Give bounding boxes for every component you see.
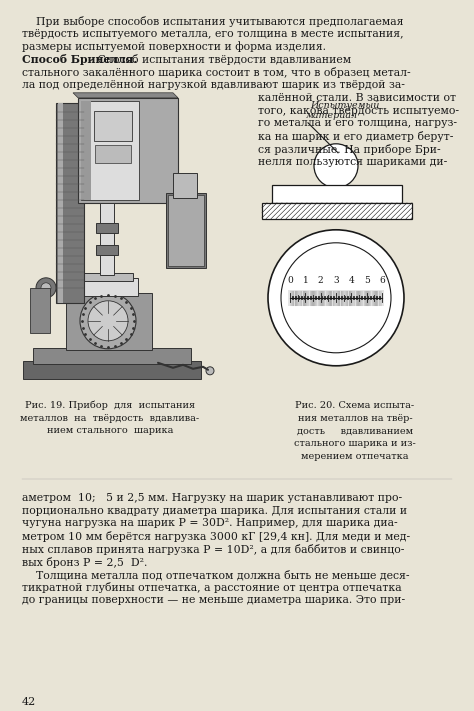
Text: того, какова твёрдость испытуемо-: того, какова твёрдость испытуемо- [258, 106, 459, 116]
Text: 1: 1 [302, 276, 308, 285]
Text: Толщина металла под отпечатком должна быть не меньше деся-: Толщина металла под отпечатком должна бы… [22, 570, 410, 580]
Bar [96, 245, 118, 255]
Bar [81, 101, 91, 200]
Bar [262, 203, 412, 219]
Text: Рис. 19. Прибор  для  испытания: Рис. 19. Прибор для испытания [25, 401, 195, 410]
Text: Испытуемый: Испытуемый [310, 101, 379, 109]
Circle shape [41, 283, 51, 293]
Text: ных сплавов принята нагрузка P = 10D², а для баббитов и свинцо-: ных сплавов принята нагрузка P = 10D², а… [22, 544, 404, 555]
Text: Способ испытания твёрдости вдавливанием: Способ испытания твёрдости вдавливанием [94, 55, 351, 65]
Text: нелля пользуются шариками ди-: нелля пользуются шариками ди- [258, 157, 447, 167]
Bar [56, 103, 84, 303]
Circle shape [268, 230, 404, 365]
Bar [168, 195, 204, 266]
Bar [81, 101, 139, 200]
Bar [100, 203, 114, 274]
Text: 4: 4 [348, 276, 354, 285]
Text: ся различные. На приборе Бри-: ся различные. На приборе Бри- [258, 144, 441, 155]
Text: метром 10 мм берётся нагрузка 3000 кГ [29,4 кн]. Для меди и мед-: метром 10 мм берётся нагрузка 3000 кГ [2… [22, 531, 410, 542]
Text: ла под определённой нагрузкой вдавливают шарик из твёрдой за-: ла под определённой нагрузкой вдавливают… [22, 80, 405, 90]
Text: вых бронз P = 2,5  D².: вых бронз P = 2,5 D². [22, 557, 147, 568]
Bar [78, 98, 178, 203]
Circle shape [80, 293, 136, 349]
Text: чугуна нагрузка на шарик P = 30D². Например, для шарика диа-: чугуна нагрузка на шарик P = 30D². Напри… [22, 518, 398, 528]
Text: 42: 42 [22, 697, 36, 707]
Circle shape [36, 278, 56, 298]
Text: материал: материал [306, 111, 358, 119]
Bar [166, 193, 206, 268]
Polygon shape [73, 93, 178, 98]
Bar [23, 360, 201, 379]
Bar [94, 111, 132, 141]
Text: 2: 2 [318, 276, 323, 285]
Text: ка на шарик и его диаметр берут-: ка на шарик и его диаметр берут- [258, 132, 453, 142]
Bar [96, 223, 118, 232]
Text: размеры испытуемой поверхности и форма изделия.: размеры испытуемой поверхности и форма и… [22, 42, 326, 53]
Bar [58, 103, 63, 303]
Text: дость     вдавливанием: дость вдавливанием [297, 427, 413, 435]
Text: Способ Бринелля.: Способ Бринелля. [22, 55, 137, 65]
Bar [173, 173, 197, 198]
Bar [272, 185, 402, 203]
Bar [95, 145, 131, 163]
Bar [288, 290, 384, 306]
Text: ния металлов на твёр-: ния металлов на твёр- [298, 414, 412, 422]
Text: 6: 6 [379, 276, 385, 285]
Text: металлов  на  твёрдость  вдавлива-: металлов на твёрдость вдавлива- [20, 414, 200, 422]
Text: порционально квадрату диаметра шарика. Для испытания стали и: порционально квадрату диаметра шарика. Д… [22, 506, 407, 515]
Text: 3: 3 [333, 276, 339, 285]
Text: 0: 0 [287, 276, 293, 285]
Text: го металла и его толщина, нагруз-: го металла и его толщина, нагруз- [258, 119, 457, 129]
Bar [83, 273, 133, 281]
Text: нием стального  шарика: нием стального шарика [47, 427, 173, 435]
Circle shape [281, 242, 391, 353]
Text: Рис. 20. Схема испыта-: Рис. 20. Схема испыта- [295, 401, 415, 410]
Text: калённой стали. В зависимости от: калённой стали. В зависимости от [258, 93, 456, 103]
Text: При выборе способов испытания учитываются предполагаемая: При выборе способов испытания учитываютс… [22, 16, 403, 27]
Circle shape [206, 367, 214, 375]
Bar [33, 348, 191, 364]
Text: до границы поверхности — не меньше диаметра шарика. Это при-: до границы поверхности — не меньше диаме… [22, 595, 405, 605]
Text: твёрдость испытуемого металла, его толщина в месте испытания,: твёрдость испытуемого металла, его толщи… [22, 29, 404, 39]
Circle shape [88, 301, 128, 341]
Text: 5: 5 [364, 276, 370, 285]
Text: тикратной глубины отпечатка, а расстояние от центра отпечатка: тикратной глубины отпечатка, а расстояни… [22, 582, 401, 594]
Text: аметром  10;   5 и 2,5 мм. Нагрузку на шарик устанавливают про-: аметром 10; 5 и 2,5 мм. Нагрузку на шари… [22, 493, 402, 503]
Bar [66, 293, 152, 350]
Text: мерением отпечатка: мерением отпечатка [301, 452, 409, 461]
Circle shape [314, 144, 358, 188]
Text: стального закалённого шарика состоит в том, что в образец метал-: стального закалённого шарика состоит в т… [22, 68, 410, 78]
Bar [78, 278, 138, 296]
Bar [30, 288, 50, 333]
Text: стального шарика и из-: стального шарика и из- [294, 439, 416, 448]
